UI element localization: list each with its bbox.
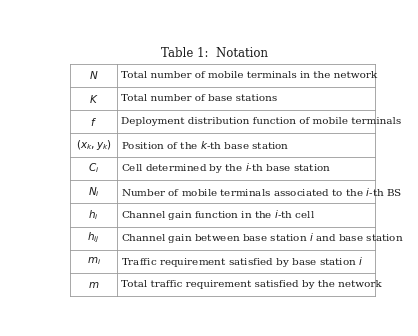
Text: Table 1:  Notation: Table 1: Notation [161,47,268,60]
Text: Traffic requirement satisfied by base station $i$: Traffic requirement satisfied by base st… [121,255,364,268]
Text: $h_{ij}$: $h_{ij}$ [87,231,100,245]
Text: $h_i$: $h_i$ [88,208,99,222]
Text: $C_i$: $C_i$ [88,162,99,175]
Text: Channel gain function in the $i$-th cell: Channel gain function in the $i$-th cell [121,208,315,222]
Text: $m$: $m$ [88,280,99,290]
Text: Total number of base stations: Total number of base stations [121,94,278,103]
Text: $f$: $f$ [90,116,97,128]
Text: $N_i$: $N_i$ [88,185,99,199]
Text: Number of mobile terminals associated to the $i$-th BS: Number of mobile terminals associated to… [121,186,403,198]
Text: Position of the $k$-th base station: Position of the $k$-th base station [121,139,290,151]
Text: Total traffic requirement satisfied by the network: Total traffic requirement satisfied by t… [121,280,382,289]
Text: Cell determined by the $i$-th base station: Cell determined by the $i$-th base stati… [121,161,331,175]
Text: Channel gain between base station $i$ and base station: Channel gain between base station $i$ an… [121,231,404,245]
Text: $m_i$: $m_i$ [87,256,101,267]
Text: $K$: $K$ [89,92,98,104]
Text: Total number of mobile terminals in the network: Total number of mobile terminals in the … [121,71,377,80]
Text: $(x_k, y_k)$: $(x_k, y_k)$ [76,138,112,152]
Text: $N$: $N$ [89,69,98,81]
Text: Deployment distribution function of mobile terminals: Deployment distribution function of mobi… [121,117,401,126]
